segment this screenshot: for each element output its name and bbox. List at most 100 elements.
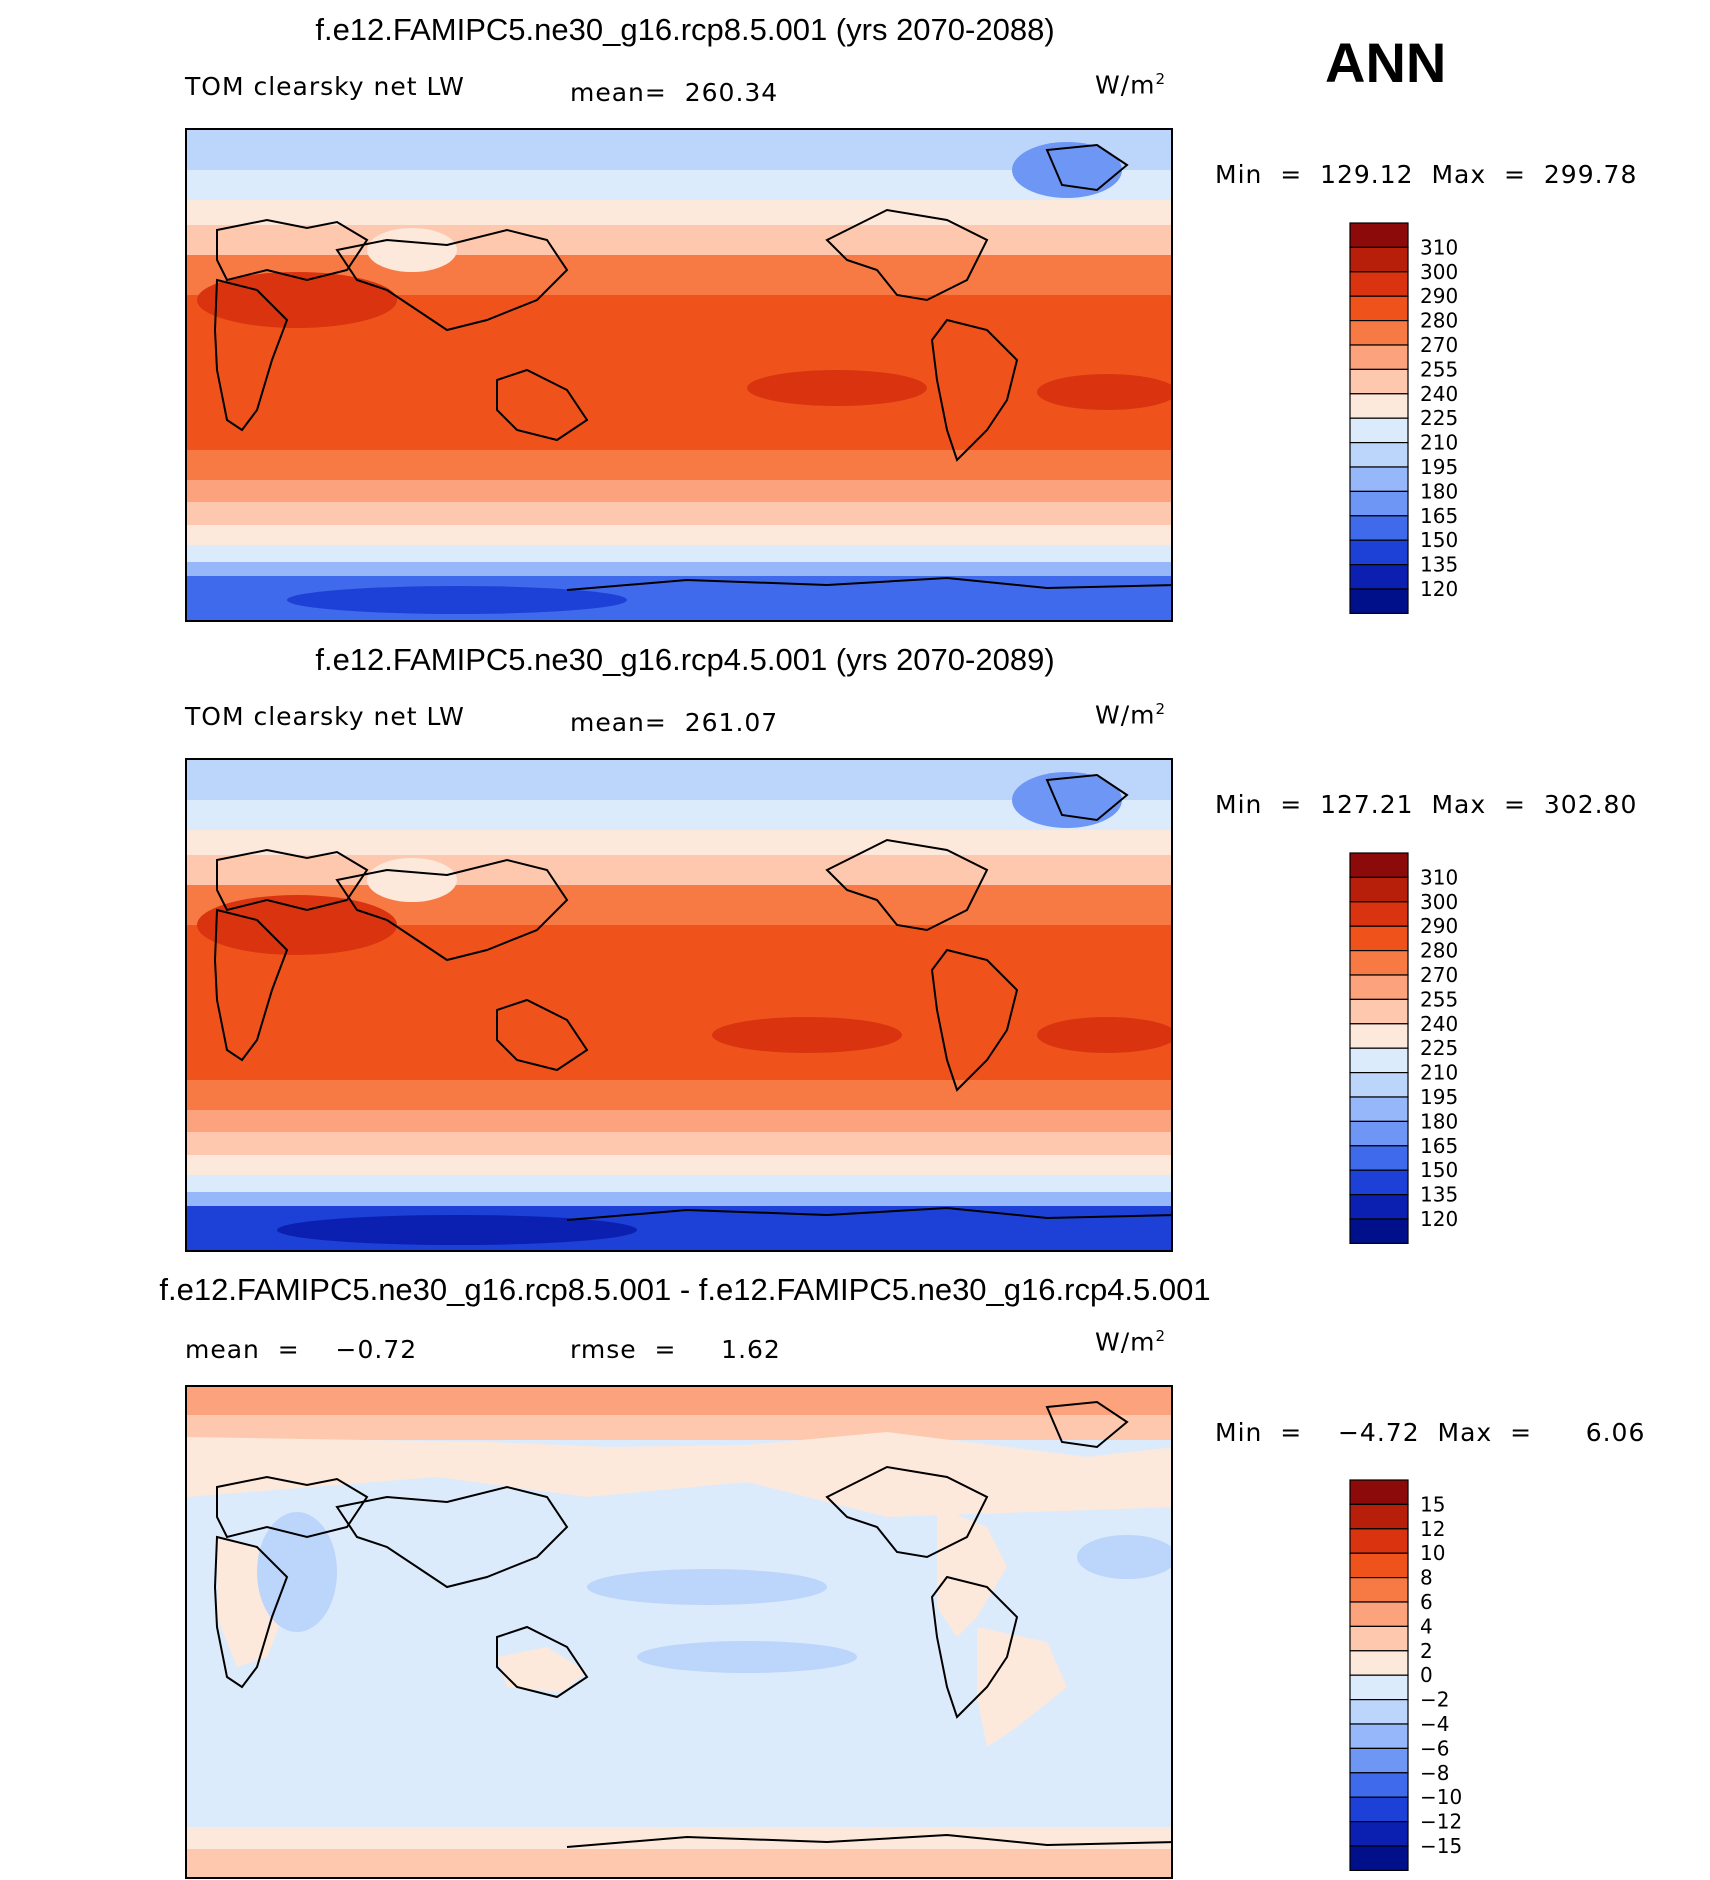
colorbar-tick-label: 165	[1420, 1134, 1458, 1158]
colorbar-tick-label: 210	[1420, 431, 1458, 455]
arctic-positive-2	[187, 1415, 1171, 1440]
colorbar-swatch	[1349, 442, 1409, 468]
panel1-units: W/m2	[1095, 70, 1167, 100]
colorbar-tick-label: −10	[1420, 1785, 1462, 1809]
colorbar-swatch	[1349, 1194, 1409, 1220]
band-south-65	[187, 1192, 1171, 1207]
band-south-55	[187, 1155, 1171, 1177]
colorbar-swatch	[1349, 1528, 1409, 1554]
north-land-positive	[187, 1432, 1171, 1517]
tibet-low	[367, 858, 457, 902]
band-south-60	[187, 545, 1171, 563]
colorbar-swatch	[1349, 1047, 1409, 1074]
colorbar-swatch	[1349, 393, 1409, 419]
colorbar-swatch	[1349, 1723, 1409, 1749]
colorbar-swatch	[1349, 1650, 1409, 1676]
colorbar-swatch	[1349, 1120, 1409, 1147]
colorbar-swatch	[1349, 515, 1409, 541]
colorbar-swatch	[1349, 1625, 1409, 1652]
panel3-mean-label: mean = −0.72	[185, 1335, 418, 1364]
panel1-colorbar: 310 300 290 280 270 255 240 225 210 195 180 165 150 1…	[1349, 222, 1510, 618]
antarctic-positive-2	[187, 1849, 1171, 1877]
colorbar-tick-label: 12	[1420, 1517, 1445, 1541]
band-south-40	[187, 480, 1171, 505]
coastlines	[213, 143, 1171, 591]
band-north-70	[187, 170, 1171, 200]
colorbar-tick-label: 165	[1420, 504, 1458, 528]
panel3-map	[185, 1385, 1173, 1879]
band-tropics	[187, 925, 1171, 1085]
colorbar-swatch	[1349, 344, 1409, 370]
band-south-55	[187, 525, 1171, 547]
arctic-positive	[187, 1387, 1171, 1417]
colorbar-tick-label: −6	[1420, 1736, 1449, 1760]
australia-positive	[497, 1647, 587, 1692]
band-south-50	[187, 502, 1171, 527]
sahara-high	[197, 272, 397, 328]
panel1-contour-field	[187, 130, 1171, 620]
colorbar-tick-label: −4	[1420, 1712, 1449, 1736]
colorbar-tick-label: 195	[1420, 1085, 1458, 1109]
colorbar-swatch	[1349, 1576, 1409, 1603]
coastlines	[213, 1400, 1171, 1848]
panel1-minmax: Min = 129.12 Max = 299.78	[1215, 160, 1638, 189]
pacific-negative	[587, 1569, 827, 1605]
panel3-rmse-label: rmse = 1.62	[570, 1335, 781, 1364]
pacific-high	[712, 1017, 902, 1053]
colorbar-swatch	[1349, 539, 1409, 566]
panel2-title: f.e12.FAMIPC5.ne30_g16.rcp4.5.001 (yrs 2…	[315, 642, 1055, 677]
colorbar-tick-label: 240	[1420, 382, 1458, 406]
band-north-45	[187, 855, 1171, 890]
panel2-map	[185, 758, 1173, 1252]
sahara-high	[197, 895, 397, 955]
panel3-title: f.e12.FAMIPC5.ne30_g16.rcp8.5.001 - f.e1…	[159, 1272, 1211, 1307]
panel2-minmax: Min = 127.21 Max = 302.80	[1215, 790, 1638, 819]
colorbar-swatch	[1349, 368, 1409, 395]
colorbar-tick-label: −15	[1420, 1834, 1462, 1858]
colorbar-swatch	[1349, 295, 1409, 322]
colorbar-swatch	[1349, 901, 1409, 927]
colorbar-swatch	[1349, 1023, 1409, 1049]
colorbar-swatch	[1349, 1821, 1409, 1847]
colorbar-swatch	[1349, 1169, 1409, 1196]
colorbar-tick-label: 135	[1420, 553, 1458, 577]
atlantic-negative	[1077, 1535, 1171, 1579]
colorbar-tick-label: 135	[1420, 1183, 1458, 1207]
colorbar-swatch	[1349, 319, 1409, 346]
panel3-contour-field	[187, 1387, 1171, 1877]
band-south-65	[187, 562, 1171, 577]
band-north-45	[187, 225, 1171, 260]
panel2-contour-field	[187, 760, 1171, 1250]
tibet-low	[367, 228, 457, 272]
panel3-minmax: Min = −4.72 Max = 6.06	[1215, 1418, 1646, 1447]
colorbar-tick-label: 6	[1420, 1590, 1433, 1614]
colorbar-swatch	[1349, 1145, 1409, 1171]
colorbar-swatch	[1349, 1552, 1409, 1579]
colorbar-swatch	[1349, 588, 1409, 614]
band-south-30	[187, 450, 1171, 485]
colorbar-swatch	[1349, 490, 1409, 517]
colorbar-swatch	[1349, 998, 1409, 1025]
colorbar-tick-label: −8	[1420, 1761, 1449, 1785]
colorbar-swatch	[1349, 564, 1409, 590]
panel2-mean-label: mean= 261.07	[570, 708, 779, 737]
colorbar-swatch	[1349, 222, 1409, 248]
colorbar-swatch	[1349, 1845, 1409, 1871]
colorbar-swatch	[1349, 417, 1409, 444]
colorbar-swatch	[1349, 876, 1409, 903]
colorbar-swatch	[1349, 246, 1409, 273]
colorbar-swatch	[1349, 1747, 1409, 1774]
panel3-units: W/m2	[1095, 1327, 1167, 1357]
colorbar-tick-label: 8	[1420, 1566, 1433, 1590]
americas-positive	[937, 1507, 1007, 1637]
band-south-30	[187, 1080, 1171, 1115]
colorbar-tick-label: 240	[1420, 1012, 1458, 1036]
atlantic-high	[1037, 1017, 1171, 1053]
greenland-low	[1012, 772, 1122, 828]
colorbar-tick-label: 120	[1420, 1207, 1458, 1231]
colorbar-swatch	[1349, 1479, 1409, 1505]
colorbar-tick-label: 4	[1420, 1614, 1433, 1638]
colorbar-swatch	[1349, 271, 1409, 297]
colorbar-tick-label: 180	[1420, 1109, 1458, 1133]
colorbar-swatch	[1349, 1601, 1409, 1627]
